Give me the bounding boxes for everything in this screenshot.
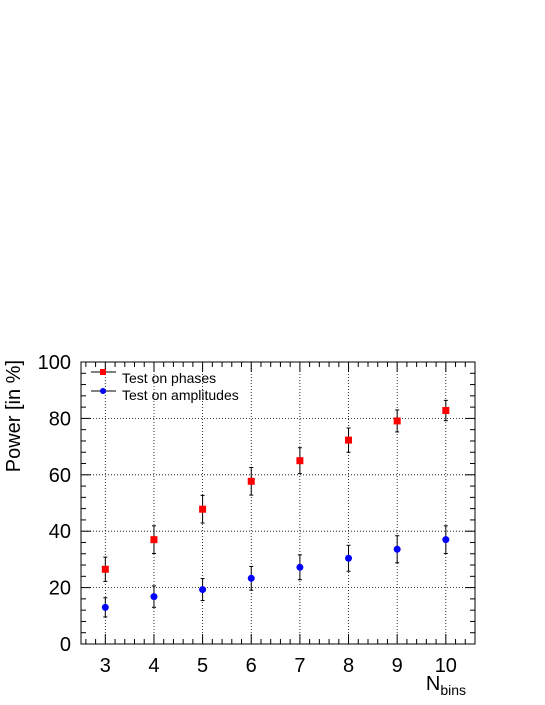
data-point-amplitudes bbox=[393, 545, 401, 553]
x-tick-label: 4 bbox=[148, 655, 159, 677]
legend: Test on phases Test on amplitudes bbox=[91, 369, 239, 403]
x-axis-label-main: N bbox=[426, 673, 440, 695]
data-point-amplitudes bbox=[345, 554, 353, 562]
y-tick-label: 80 bbox=[49, 408, 71, 430]
x-tick-label: 9 bbox=[392, 655, 403, 677]
data-point-phases bbox=[345, 436, 353, 444]
data-point-amplitudes bbox=[442, 536, 450, 544]
data-point-phases bbox=[442, 407, 450, 415]
plot-frame bbox=[80, 361, 476, 645]
data-point-amplitudes bbox=[199, 586, 207, 594]
x-axis-label-subscript: bins bbox=[440, 682, 466, 698]
y-tick-label: 60 bbox=[49, 465, 71, 487]
legend-marker-phases bbox=[100, 369, 106, 375]
data-point-amplitudes bbox=[150, 593, 158, 601]
data-point-phases bbox=[199, 505, 207, 513]
x-tick-label: 6 bbox=[246, 655, 257, 677]
x-tick-label: 10 bbox=[435, 655, 457, 677]
grid bbox=[81, 362, 475, 644]
legend-label-phases: Test on phases bbox=[122, 370, 216, 386]
data-points bbox=[101, 399, 450, 618]
data-point-phases bbox=[393, 417, 401, 425]
data-point-amplitudes bbox=[296, 563, 304, 571]
data-point-phases bbox=[247, 477, 255, 485]
y-tick-label: 20 bbox=[49, 578, 71, 600]
x-tick-label: 8 bbox=[343, 655, 354, 677]
x-tick-label: 3 bbox=[100, 655, 111, 677]
data-point-phases bbox=[101, 565, 109, 573]
legend-marker-amplitudes bbox=[100, 388, 106, 394]
data-point-amplitudes bbox=[247, 574, 255, 582]
x-tick-label: 5 bbox=[197, 655, 208, 677]
y-tick-label: 40 bbox=[49, 521, 71, 543]
data-point-phases bbox=[150, 536, 158, 544]
x-axis-label: Nbins bbox=[426, 673, 466, 698]
data-point-phases bbox=[296, 457, 304, 465]
legend-label-amplitudes: Test on amplitudes bbox=[122, 387, 239, 403]
x-tick-label: 7 bbox=[294, 655, 305, 677]
data-point-amplitudes bbox=[101, 603, 109, 611]
y-tick-label: 0 bbox=[60, 634, 71, 656]
plot-border bbox=[80, 361, 476, 645]
y-axis-label: Power [in %] bbox=[3, 360, 25, 472]
axis-ticks bbox=[81, 361, 476, 645]
y-tick-label: 100 bbox=[38, 352, 71, 374]
